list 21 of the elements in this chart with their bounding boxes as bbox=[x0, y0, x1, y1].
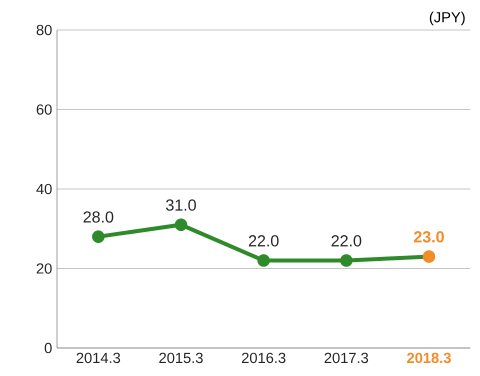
y-tick-label: 80 bbox=[36, 24, 52, 36]
y-tick-label: 0 bbox=[44, 342, 52, 354]
y-tick-label: 40 bbox=[36, 184, 52, 194]
x-tick-label: 2014.3 bbox=[76, 352, 120, 364]
point bbox=[340, 254, 353, 267]
x-tick-label: 2017.3 bbox=[324, 352, 368, 364]
data-label: 28.0 bbox=[84, 211, 114, 223]
x-tick-label: 2018.3 bbox=[407, 352, 451, 364]
x-tick-label: 2015.3 bbox=[159, 352, 203, 364]
y-tick-label: 60 bbox=[36, 104, 52, 115]
data-label: 31.0 bbox=[166, 199, 196, 211]
point bbox=[92, 230, 105, 243]
point bbox=[257, 254, 270, 267]
y-axis-title: (JPY) bbox=[430, 12, 465, 26]
x-tick-label: 2016.3 bbox=[242, 352, 286, 364]
point bbox=[422, 250, 436, 263]
data-label: 22.0 bbox=[248, 235, 279, 246]
y-tick-label: 20 bbox=[36, 263, 52, 274]
data-label: 23.0 bbox=[414, 231, 444, 243]
data-label: 22.0 bbox=[332, 235, 362, 246]
point bbox=[174, 218, 188, 232]
